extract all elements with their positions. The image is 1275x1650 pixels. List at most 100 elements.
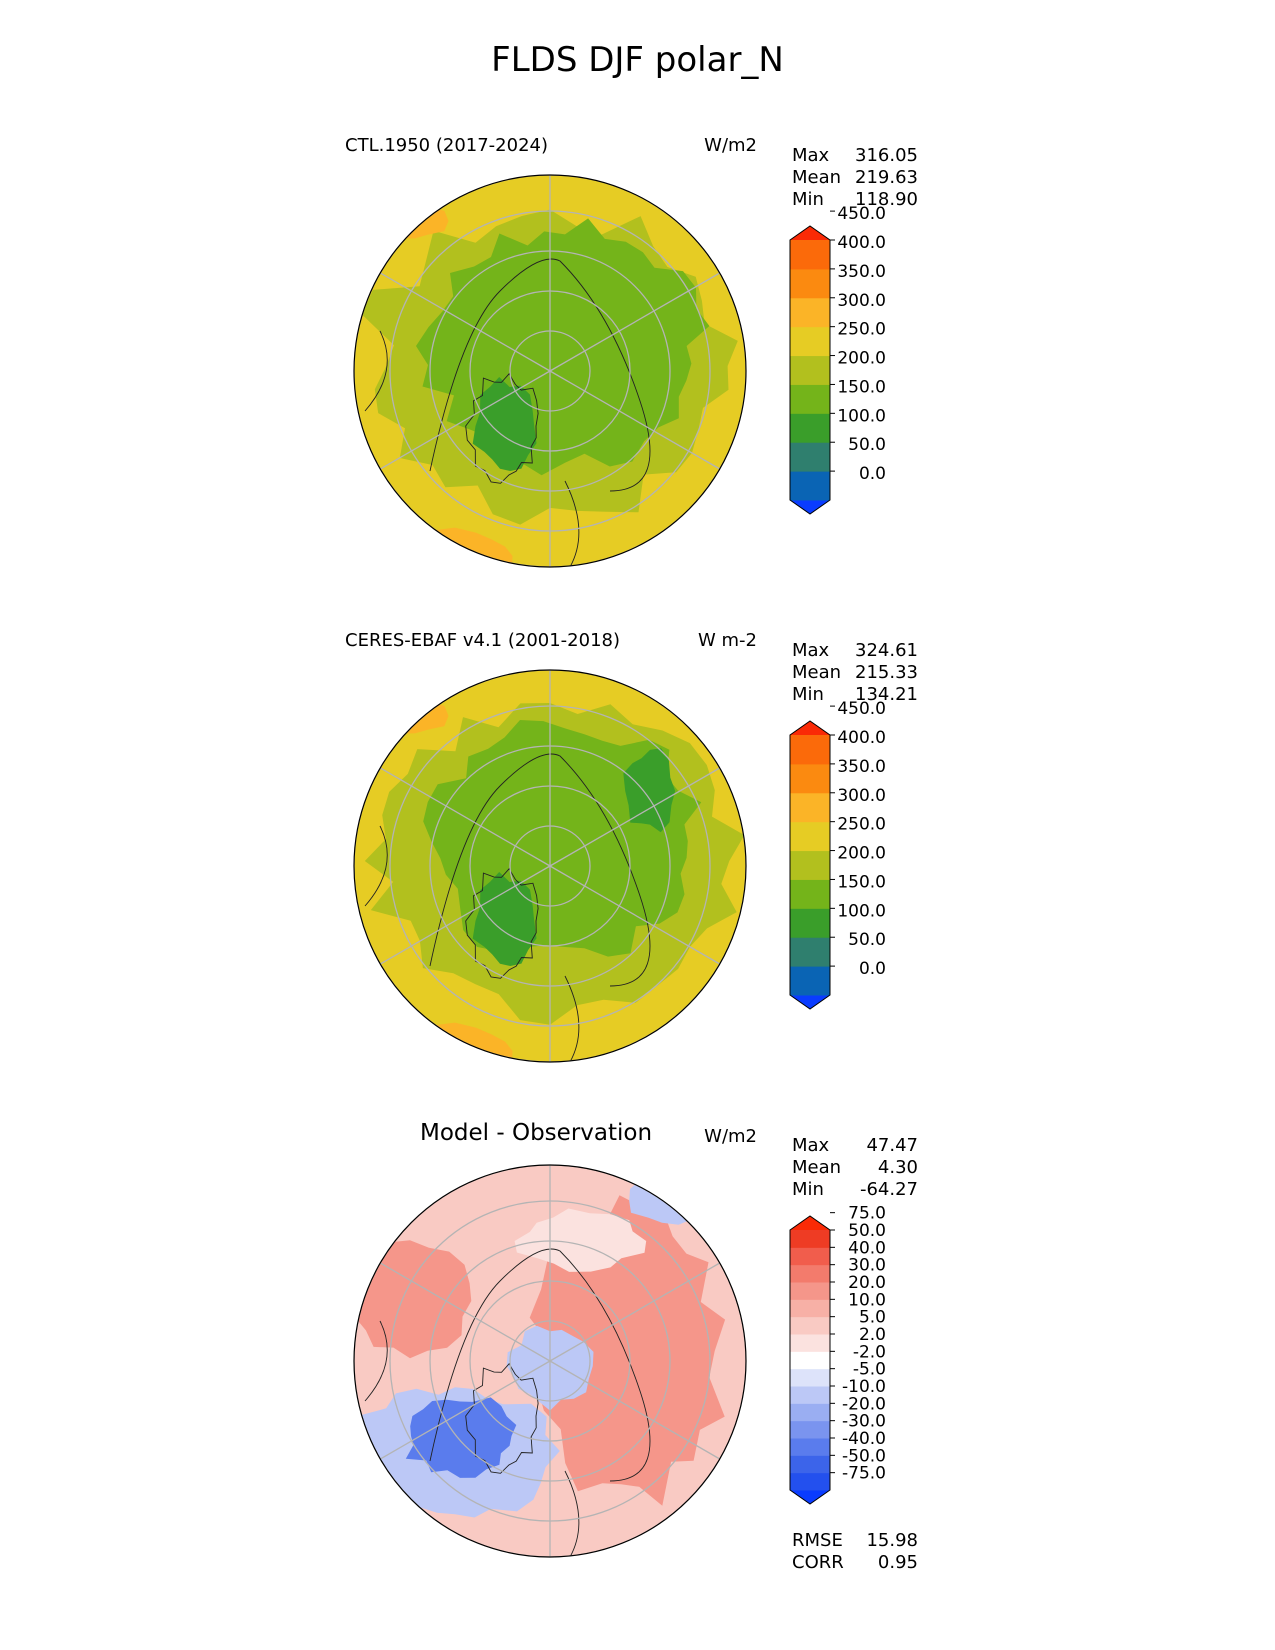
meridian-line xyxy=(549,767,721,867)
map-boundary xyxy=(353,174,747,568)
panel-3-units: W/m2 xyxy=(704,1126,757,1147)
field-greenland xyxy=(472,872,537,966)
colorbar-extend-min xyxy=(790,500,830,514)
meridian-line xyxy=(549,865,721,965)
colorbar-bin xyxy=(790,413,830,443)
colorbar-tick-label: 400.0 xyxy=(837,233,886,253)
colorbar-extend-max xyxy=(790,226,830,240)
meridian-line xyxy=(549,370,721,470)
colorbar-bin xyxy=(790,268,830,299)
coastline-alaska xyxy=(364,825,388,907)
panel-2-colorbar: 450.0 400.0 350.0 300.0 250.0 200.0 150.0 100.0… xyxy=(789,699,886,1010)
colorbar-bin xyxy=(790,1282,830,1300)
stat-min: Min -64.27 xyxy=(792,1179,918,1200)
metric-corr: CORR 0.95 xyxy=(792,1552,918,1573)
panel-2-stats: Max 324.61 Mean 215.33 Min 134.21 xyxy=(792,640,918,706)
colorbar-tick-label: -20.0 xyxy=(842,1394,886,1414)
colorbar-bin xyxy=(790,1264,830,1283)
colorbar-tick-label: 100.0 xyxy=(837,406,886,426)
colorbar-tick-label: 350.0 xyxy=(837,262,886,282)
stat-mean: Mean 219.63 xyxy=(792,167,918,188)
field-positive xyxy=(354,1240,472,1359)
field-siberia xyxy=(623,748,676,833)
colorbar-tick-label: 450.0 xyxy=(837,204,886,224)
colorbar-bin xyxy=(790,355,830,385)
colorbar-extend-min xyxy=(790,1490,830,1504)
colorbar-tick-label: 300.0 xyxy=(837,786,886,806)
colorbar-bin xyxy=(790,879,830,909)
panel-3-stats: Max 47.47 Mean 4.30 Min -64.27 xyxy=(792,1135,918,1201)
panel-2-map xyxy=(353,669,747,1063)
stat-min: Min 134.21 xyxy=(792,684,918,705)
colorbar-bin xyxy=(790,471,830,501)
panel-1-units: W/m2 xyxy=(704,135,757,156)
colorbar-tick-label: 2.0 xyxy=(859,1325,886,1345)
colorbar-bin xyxy=(790,792,830,823)
colorbar-bin xyxy=(790,1334,830,1352)
colorbar-tick-label: -40.0 xyxy=(842,1429,886,1449)
coastline-alaska xyxy=(364,1320,388,1402)
coastline-europe xyxy=(564,975,580,1062)
colorbar-bin xyxy=(790,1403,830,1422)
panel-3-colorbar: 75.050.040.030.020.010.05.02.0-2.0-5.0-1… xyxy=(789,1204,886,1505)
meridian-line xyxy=(379,370,551,470)
colorbar-bin xyxy=(790,850,830,880)
stat-max: Max 316.05 xyxy=(792,145,918,166)
colorbar-bin xyxy=(790,1472,830,1491)
colorbar-tick-label: 5.0 xyxy=(859,1308,886,1328)
colorbar-tick-label: -5.0 xyxy=(853,1360,886,1380)
coastline-continents xyxy=(429,1248,651,1482)
colorbar-tick-label: 20.0 xyxy=(848,1273,886,1293)
colorbar-bin xyxy=(790,1455,830,1474)
colorbar-tick-label: 400.0 xyxy=(837,728,886,748)
colorbar-bin xyxy=(790,384,830,414)
colorbar-bin xyxy=(790,821,830,852)
stat-max: Max 47.47 xyxy=(792,1135,918,1156)
colorbar-tick-label: 10.0 xyxy=(848,1290,886,1310)
meridian-line xyxy=(549,1360,721,1460)
colorbar-bin xyxy=(790,1368,830,1387)
colorbar-bin xyxy=(790,240,830,270)
colorbar-outline xyxy=(789,225,831,515)
colorbar-tick-label: 150.0 xyxy=(837,377,886,397)
colorbar-bin xyxy=(790,326,830,357)
panel-1-title: CTL.1950 (2017-2024) xyxy=(345,135,549,156)
colorbar-extend-max xyxy=(790,1216,830,1230)
stat-max: Max 324.61 xyxy=(792,640,918,661)
stat-min: Min 118.90 xyxy=(792,189,918,210)
colorbar-tick-label: 30.0 xyxy=(848,1256,886,1276)
field-greenland xyxy=(472,377,537,471)
panel-3-map xyxy=(353,1164,747,1558)
colorbar-bin xyxy=(790,297,830,328)
stat-mean: Mean 4.30 xyxy=(792,1157,918,1178)
meridian-line xyxy=(379,767,551,867)
meridian-line xyxy=(379,1360,551,1460)
panel-3-metrics: RMSE 15.98 CORR 0.95 xyxy=(792,1530,918,1574)
colorbar-tick-label: -75.0 xyxy=(842,1464,886,1484)
colorbar-tick-label: 50.0 xyxy=(848,1221,886,1241)
colorbar-tick-label: 50.0 xyxy=(848,435,886,455)
meridian-line xyxy=(379,865,551,965)
colorbar-outline xyxy=(789,1215,831,1505)
colorbar-tick-label: 300.0 xyxy=(837,291,886,311)
coastline-continents xyxy=(429,258,651,492)
colorbar-tick-label: 200.0 xyxy=(837,349,886,369)
field-negative-strong xyxy=(405,1397,517,1478)
metric-rmse: RMSE 15.98 xyxy=(792,1530,918,1551)
colorbar-tick-label: 100.0 xyxy=(837,901,886,921)
colorbar-tick-label: 0.0 xyxy=(859,464,886,484)
coastline-europe xyxy=(564,1470,580,1557)
colorbar-outline xyxy=(789,720,831,1010)
field-weak xyxy=(514,1208,647,1272)
colorbar-extend-min xyxy=(790,995,830,1009)
colorbar-tick-label: 350.0 xyxy=(837,757,886,777)
map-boundary xyxy=(353,669,747,1063)
colorbar-tick-label: -30.0 xyxy=(842,1412,886,1432)
panel-1-colorbar: 450.0 400.0 350.0 300.0 250.0 200.0 150.0 100.0… xyxy=(789,204,886,515)
colorbar-bin xyxy=(790,1230,830,1248)
colorbar-tick-label: 75.0 xyxy=(848,1204,886,1224)
colorbar-bin xyxy=(790,1299,830,1318)
colorbar-tick-label: 250.0 xyxy=(837,320,886,340)
panel-1-stats: Max 316.05 Mean 219.63 Min 118.90 xyxy=(792,145,918,211)
colorbar-extend-max xyxy=(790,721,830,735)
